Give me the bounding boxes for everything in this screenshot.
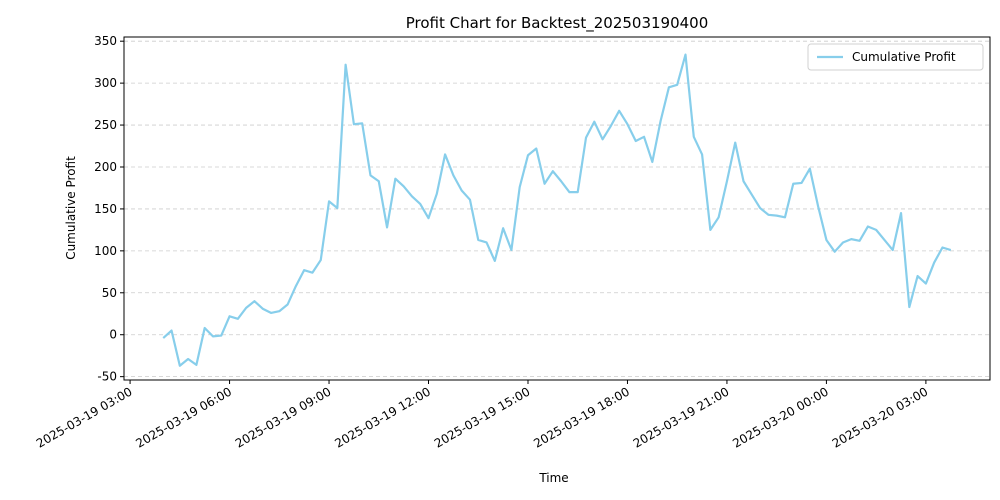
y-tick-label: 0 <box>109 328 117 342</box>
y-tick-label: 350 <box>94 34 117 48</box>
y-tick-label: -50 <box>97 370 117 384</box>
y-tick-label: 200 <box>94 160 117 174</box>
chart-title: Profit Chart for Backtest_202503190400 <box>406 14 709 33</box>
legend-label: Cumulative Profit <box>852 50 956 64</box>
x-axis-label: Time <box>538 471 568 485</box>
y-tick-label: 250 <box>94 118 117 132</box>
y-tick-label: 100 <box>94 244 117 258</box>
y-tick-label: 300 <box>94 76 117 90</box>
y-tick-label: 50 <box>102 286 117 300</box>
legend-box <box>807 43 984 71</box>
line <box>162 53 952 367</box>
y-axis-label: Cumulative Profit <box>64 156 78 260</box>
y-tick-label: 150 <box>94 202 117 216</box>
plot-frame <box>123 36 991 381</box>
